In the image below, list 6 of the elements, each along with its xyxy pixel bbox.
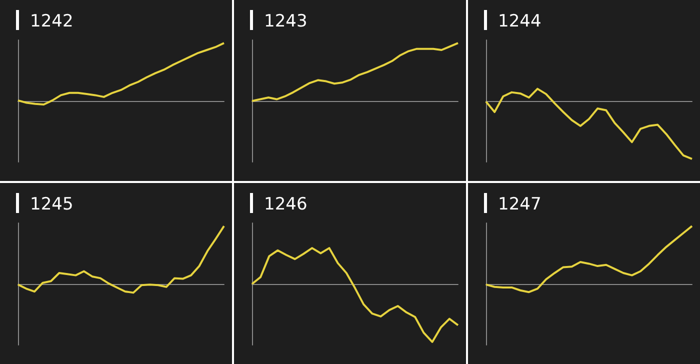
chart-title: 1245 xyxy=(30,194,74,214)
chart-title: 1242 xyxy=(30,12,74,32)
chart-title: 1243 xyxy=(264,12,308,32)
chart-title: 1244 xyxy=(498,12,542,32)
chart-title: 1246 xyxy=(264,194,308,214)
chart-title: 1247 xyxy=(498,194,542,214)
